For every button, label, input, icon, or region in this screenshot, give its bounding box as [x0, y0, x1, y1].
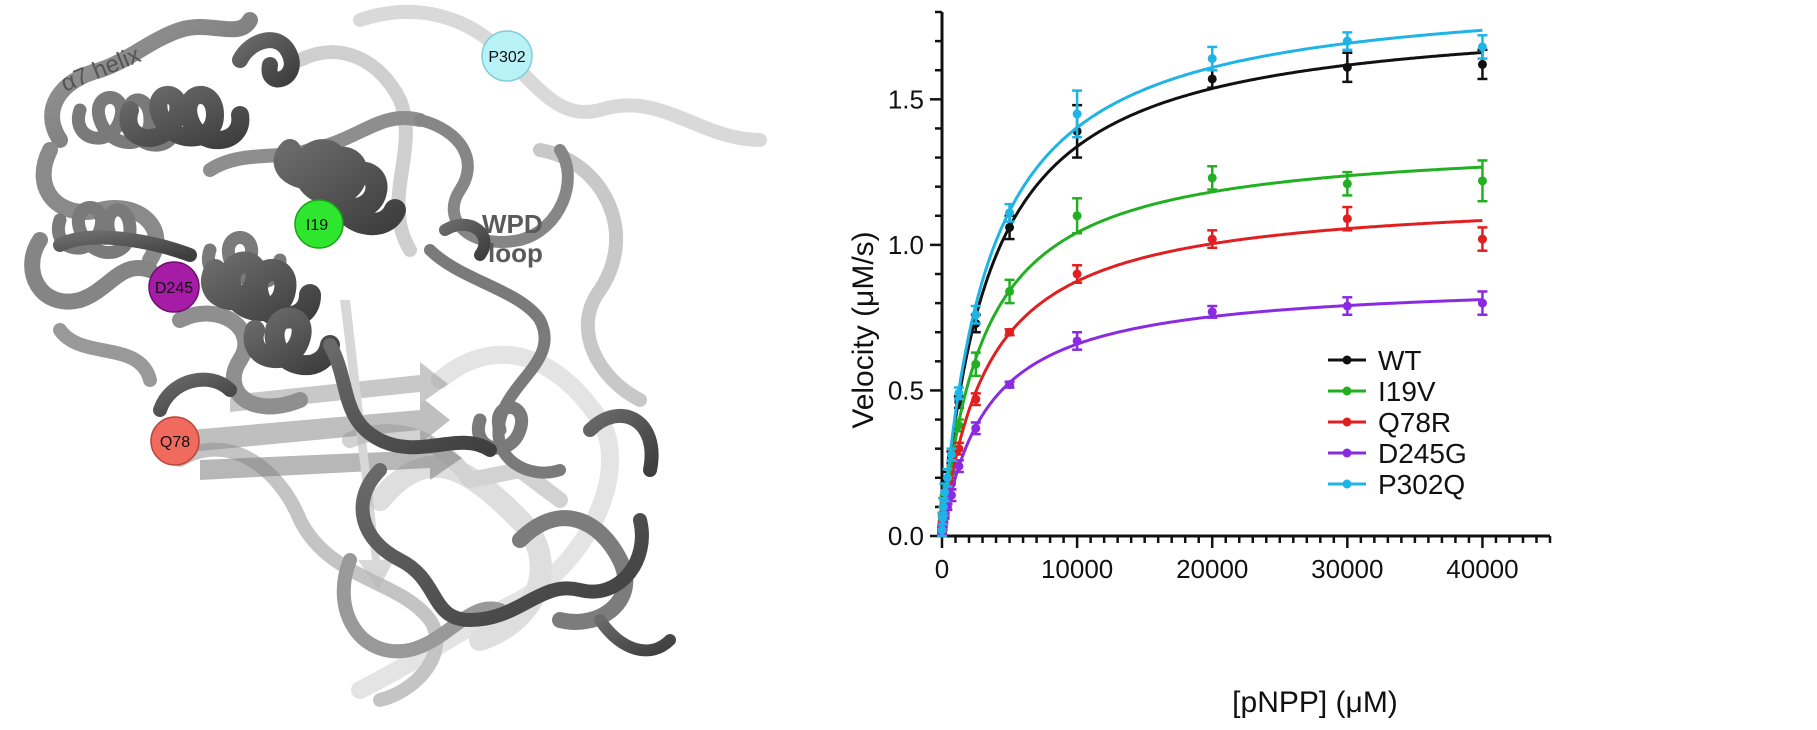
legend-swatch-marker	[1342, 479, 1352, 489]
kinetics-chart: 0.0 0.5 1.0 1.5 0 10000 20000 30000 40000 WTI19V…	[847, 10, 1552, 719]
y-axis-label: Velocity (μM/s)	[847, 231, 880, 428]
residue-q78-label: Q78	[160, 434, 190, 451]
data-point	[1005, 327, 1015, 337]
data-point	[1477, 42, 1487, 52]
legend-swatch-marker	[1342, 417, 1352, 427]
data-point	[1072, 109, 1082, 119]
data-point	[937, 525, 947, 535]
axes: 0.0 0.5 1.0 1.5 0 10000 20000 30000 40000	[888, 10, 1552, 584]
data-point	[1005, 222, 1015, 232]
x-tick-label: 40000	[1446, 554, 1518, 584]
y-tick-label: 1.5	[888, 84, 924, 114]
data-point	[1477, 59, 1487, 69]
residue-p302-label: P302	[488, 49, 525, 66]
y-tick-label: 0.0	[888, 521, 924, 551]
data-point	[1072, 211, 1082, 221]
data-point	[1207, 234, 1217, 244]
data-point	[1005, 208, 1015, 218]
foreground-helices	[53, 32, 676, 657]
residue-p302-marker: P302	[481, 30, 533, 82]
x-axis-label: [pNPP] (μM)	[1232, 686, 1398, 719]
legend-item-wt: WT	[1328, 345, 1422, 376]
series-layer	[937, 28, 1488, 538]
legend-item-p302q: P302Q	[1328, 469, 1465, 500]
protein-structure-panel: α7 helix WPD loop P302 I19 D245 Q78	[0, 0, 800, 725]
x-tick-label: 20000	[1176, 554, 1248, 584]
kinetics-chart-panel: 0.0 0.5 1.0 1.5 0 10000 20000 30000 40000 WT I19V…	[830, 0, 1817, 725]
legend-item-d245g: D245G	[1328, 438, 1467, 469]
data-point	[1005, 286, 1015, 296]
data-point	[1477, 234, 1487, 244]
data-point	[1207, 307, 1217, 317]
data-point	[954, 444, 964, 454]
data-point	[971, 423, 981, 433]
data-point	[1207, 54, 1217, 64]
residue-q78-marker: Q78	[150, 416, 200, 466]
legend-label: Q78R	[1378, 407, 1451, 438]
data-point	[1342, 301, 1352, 311]
legend-label: I19V	[1378, 376, 1436, 407]
data-point	[940, 487, 950, 497]
residue-d245-label: D245	[155, 280, 193, 297]
y-tick-label: 0.5	[888, 375, 924, 405]
data-point	[1072, 336, 1082, 346]
legend-swatch-marker	[1342, 355, 1352, 365]
x-tick-label: 0	[935, 554, 949, 584]
legend-swatch-marker	[1342, 448, 1352, 458]
residue-i19-label: I19	[306, 217, 328, 234]
data-point	[1207, 173, 1217, 183]
data-point	[1072, 269, 1082, 279]
y-tick-label: 1.0	[888, 230, 924, 260]
data-point	[1342, 36, 1352, 46]
data-point	[1342, 214, 1352, 224]
x-tick-label: 10000	[1041, 554, 1113, 584]
residue-d245-marker: D245	[148, 261, 200, 313]
data-point	[946, 490, 956, 500]
legend-label: P302Q	[1378, 469, 1465, 500]
data-point	[946, 449, 956, 459]
data-point	[971, 359, 981, 369]
x-tick-label: 30000	[1311, 554, 1383, 584]
data-point	[1342, 62, 1352, 72]
data-point	[954, 461, 964, 471]
data-point	[1477, 298, 1487, 308]
legend-item-i19v: I19V	[1328, 376, 1436, 407]
legend-label: WT	[1378, 345, 1422, 376]
series-p302q	[937, 28, 1488, 538]
data-point	[938, 502, 948, 512]
data-point	[954, 420, 964, 430]
data-point	[1207, 74, 1217, 84]
legend-swatch-marker	[1342, 386, 1352, 396]
alpha7-helix-label: α7 helix	[57, 41, 144, 97]
legend-item-q78r: Q78R	[1328, 407, 1451, 438]
wpd-loop-label-line2: loop	[488, 238, 543, 268]
data-point	[1342, 179, 1352, 189]
data-point	[971, 310, 981, 320]
legend-label: D245G	[1378, 438, 1467, 469]
data-point	[954, 388, 964, 398]
data-point	[942, 473, 952, 483]
wpd-loop-label-line1: WPD	[482, 209, 543, 239]
fit-curve	[940, 165, 1483, 537]
data-point	[971, 394, 981, 404]
data-point	[1005, 380, 1015, 390]
residue-i19-marker: I19	[294, 199, 344, 249]
data-point	[1477, 176, 1487, 186]
protein-structure-illustration: α7 helix WPD loop P302 I19 D245 Q78	[24, 5, 767, 707]
